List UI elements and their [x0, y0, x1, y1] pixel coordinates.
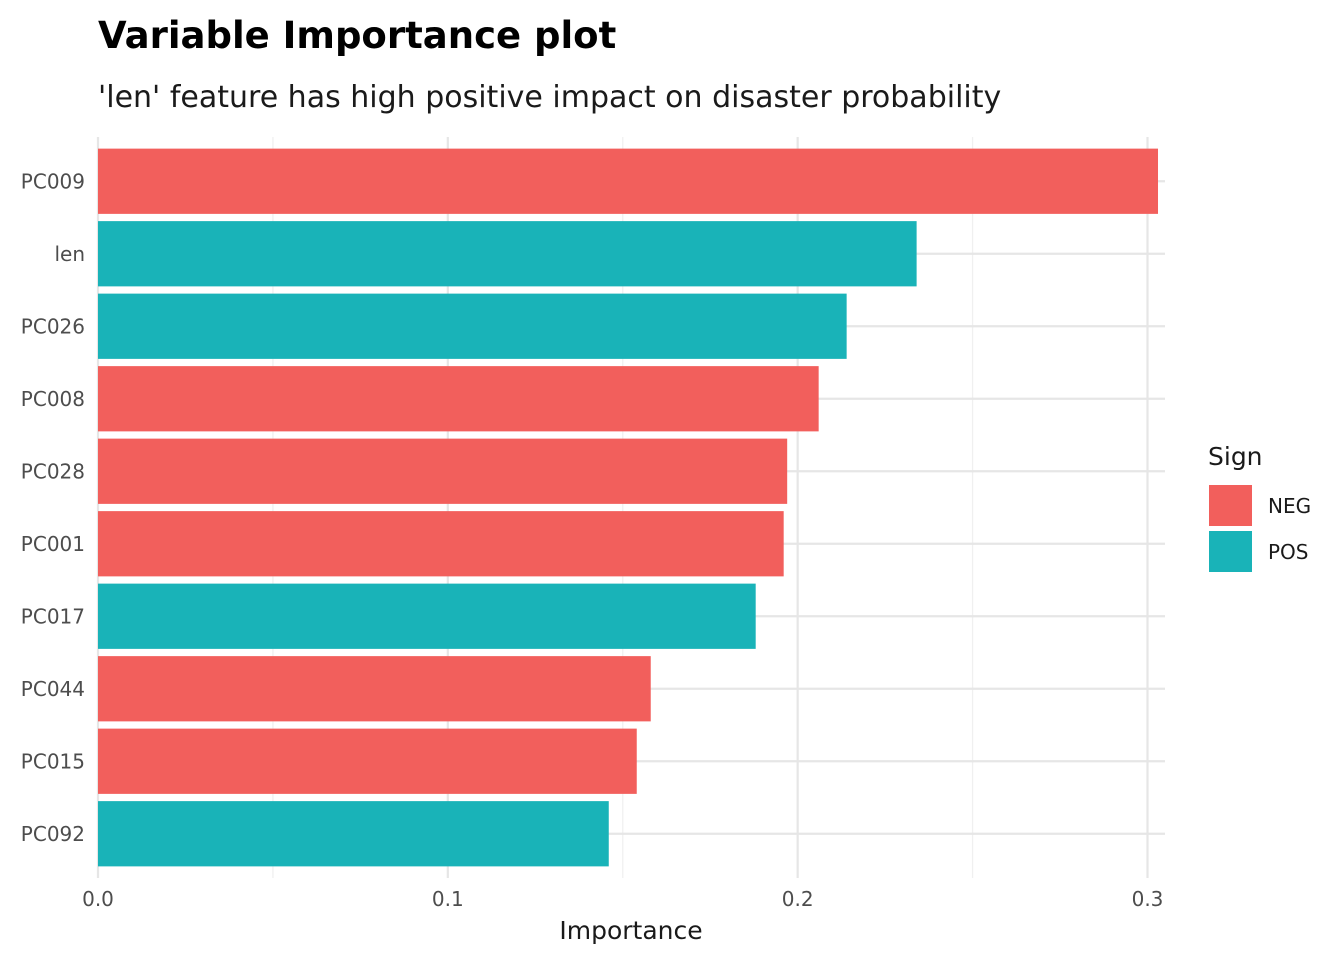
- bar-pc001: [98, 511, 784, 577]
- legend-title: Sign: [1208, 442, 1263, 471]
- x-axis-labels: 0.0 0.1 0.2 0.3: [82, 887, 1163, 911]
- bar-pc026: [98, 293, 847, 359]
- x-tick-label: 0.2: [782, 887, 814, 911]
- y-tick-label: PC008: [21, 387, 85, 411]
- y-axis-labels: PC009 len PC026 PC008 PC028 PC001 PC017 PC044 PC…: [21, 169, 85, 846]
- x-tick-label: 0.3: [1132, 887, 1164, 911]
- y-tick-label: PC092: [21, 822, 85, 846]
- legend: Sign NEG POS: [1208, 442, 1311, 572]
- y-tick-label: PC009: [21, 169, 85, 193]
- x-axis-title: Importance: [559, 916, 702, 945]
- y-tick-label: PC015: [21, 749, 85, 773]
- bar-len: [98, 221, 917, 287]
- bar-pc009: [98, 148, 1159, 214]
- legend-entries: NEG POS: [1209, 485, 1311, 572]
- x-tick-label: 0.0: [82, 887, 114, 911]
- y-tick-label: PC044: [21, 677, 85, 701]
- legend-swatch-neg: [1209, 485, 1252, 526]
- bar-pc008: [98, 366, 819, 432]
- y-tick-label: PC017: [21, 604, 85, 628]
- chart-title: Variable Importance plot: [98, 14, 616, 57]
- bar-pc044: [98, 656, 651, 722]
- y-tick-label: PC028: [21, 459, 85, 483]
- y-tick-label: len: [54, 242, 85, 266]
- legend-label-neg: NEG: [1268, 494, 1311, 518]
- bar-pc017: [98, 583, 756, 649]
- legend-swatch-pos: [1209, 531, 1252, 572]
- bar-pc092: [98, 801, 609, 867]
- y-tick-label: PC026: [21, 314, 85, 338]
- legend-label-pos: POS: [1268, 540, 1309, 564]
- bar-pc028: [98, 438, 788, 504]
- bar-pc015: [98, 728, 637, 794]
- bars: [98, 148, 1159, 867]
- chart-subtitle: 'len' feature has high positive impact o…: [98, 80, 1001, 115]
- x-tick-label: 0.1: [432, 887, 464, 911]
- y-tick-label: PC001: [21, 532, 85, 556]
